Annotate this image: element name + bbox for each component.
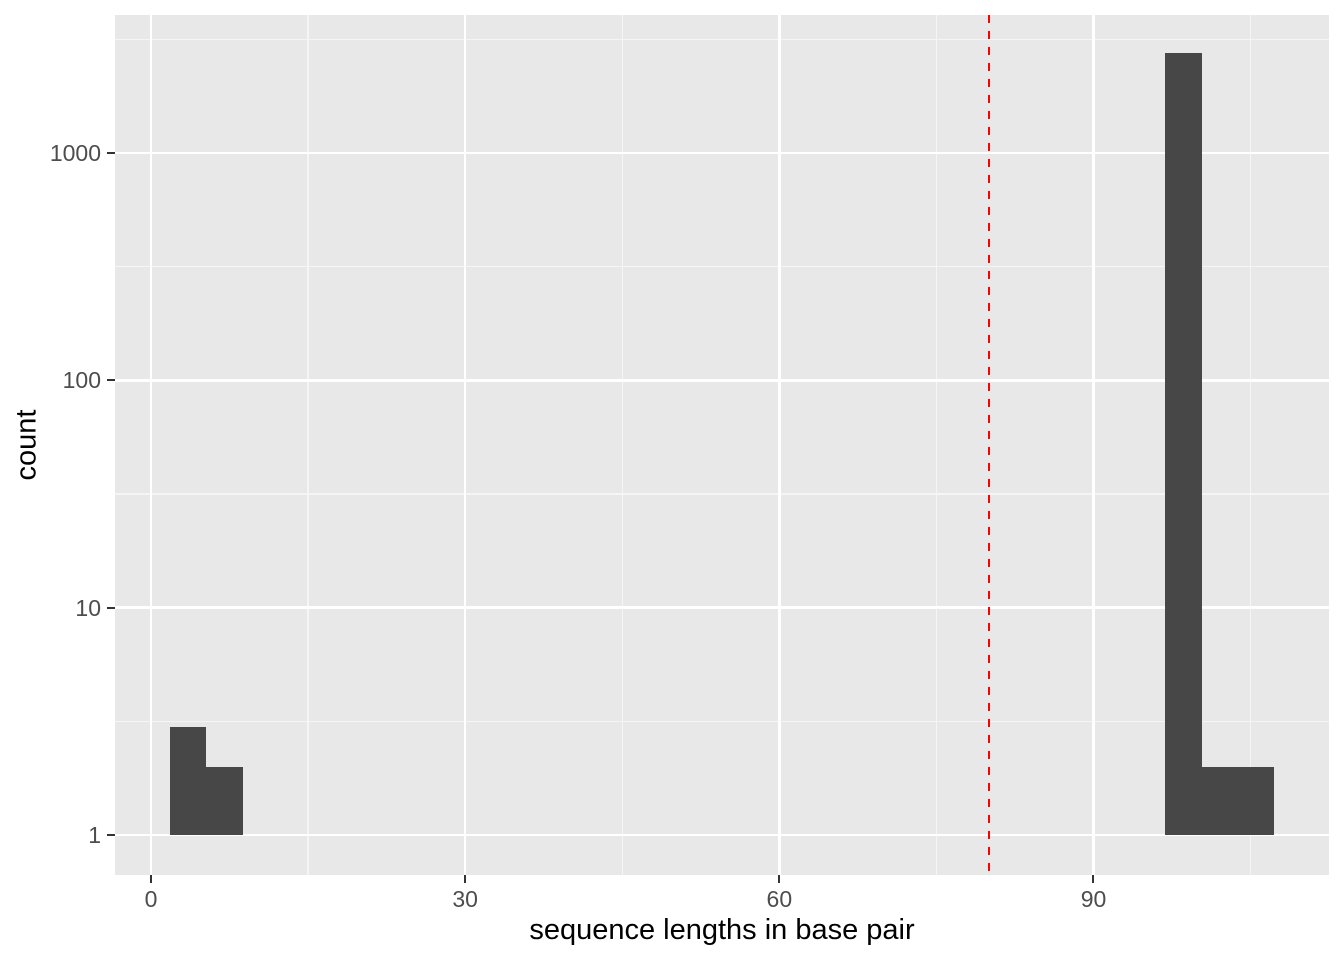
grid-major-horizontal [115, 606, 1329, 609]
grid-major-vertical [1092, 15, 1095, 875]
histogram-bar [170, 726, 206, 835]
grid-major-vertical [463, 15, 467, 875]
plot-panel [115, 15, 1329, 875]
x-tick-label: 30 [452, 886, 478, 912]
grid-minor-horizontal [115, 265, 1329, 268]
y-axis-title: count [10, 409, 43, 481]
grid-minor-horizontal [115, 38, 1329, 41]
y-tick-label: 10 [75, 594, 101, 621]
y-tick-mark [107, 606, 115, 609]
histogram-bar [1237, 766, 1274, 835]
x-tick-mark [464, 875, 467, 883]
x-axis-title: sequence lengths in base pair [529, 914, 915, 946]
grid-minor-vertical [1249, 15, 1252, 875]
threshold-vline [987, 15, 991, 875]
histogram-bar [1201, 766, 1238, 835]
grid-minor-horizontal [115, 493, 1329, 495]
grid-major-vertical [778, 15, 781, 875]
grid-major-horizontal [115, 833, 1329, 837]
grid-major-horizontal [115, 151, 1329, 155]
grid-major-horizontal [115, 379, 1329, 382]
y-tick-label: 1 [88, 821, 101, 848]
x-tick-label: 90 [1080, 886, 1107, 912]
x-tick-mark [1092, 875, 1095, 883]
x-tick-label: 0 [144, 886, 158, 912]
grid-minor-vertical [307, 15, 309, 875]
x-tick-mark [778, 875, 781, 883]
y-tick-label: 1000 [49, 139, 101, 166]
x-tick-label: 60 [766, 886, 793, 912]
y-tick-mark [107, 833, 115, 836]
y-tick-mark [107, 151, 115, 154]
y-tick-label: 100 [62, 367, 101, 394]
y-tick-mark [107, 379, 115, 382]
grid-minor-vertical [935, 15, 938, 875]
histogram-bar [1165, 53, 1202, 835]
histogram-bar [206, 766, 244, 835]
grid-minor-horizontal [115, 720, 1329, 723]
grid-minor-vertical [621, 15, 623, 875]
grid-major-vertical [149, 15, 153, 875]
x-tick-mark [150, 875, 153, 883]
